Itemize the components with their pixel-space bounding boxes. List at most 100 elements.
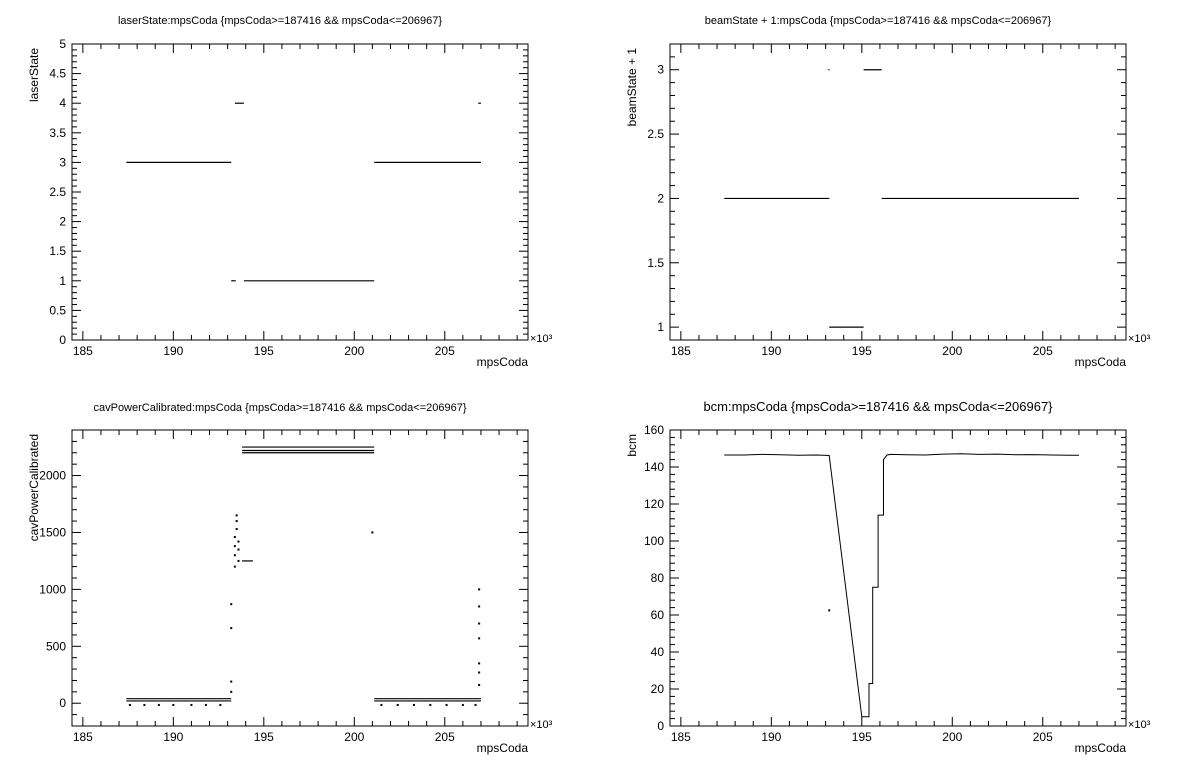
data-point — [233, 565, 236, 568]
x-axis-exponent: ×10³ — [1128, 333, 1151, 345]
data-point — [219, 703, 222, 706]
data-point — [445, 703, 448, 706]
y-tick-label: 80 — [651, 571, 665, 585]
data-point — [237, 540, 240, 543]
data-point — [233, 536, 236, 539]
x-tick-label: 185 — [671, 344, 691, 358]
data-point — [380, 703, 383, 706]
data-point — [235, 528, 238, 531]
data-point — [230, 680, 233, 683]
x-axis-exponent: ×10³ — [1128, 719, 1151, 731]
chart-panel-1: laserState:mpsCoda {mpsCoda>=187416 && m… — [27, 15, 553, 369]
x-axis-label: mpsCoda — [1075, 355, 1127, 369]
y-tick-label: 4 — [59, 96, 66, 110]
data-point — [478, 684, 481, 687]
plot-frame — [71, 429, 529, 727]
y-axis-label: bcm — [625, 434, 639, 457]
x-tick-label: 205 — [1033, 730, 1053, 744]
x-axis-exponent: ×10³ — [530, 333, 553, 345]
x-tick-label: 200 — [344, 344, 364, 358]
y-tick-label: 2 — [59, 215, 66, 229]
chart-panel-2: beamState + 1:mpsCoda {mpsCoda>=187416 &… — [625, 15, 1151, 369]
data-point — [235, 514, 238, 517]
data-point — [172, 703, 175, 706]
x-axis-label: mpsCoda — [477, 355, 529, 369]
x-tick-label: 190 — [163, 344, 183, 358]
y-tick-label: 120 — [644, 497, 664, 511]
y-tick-label: 1.5 — [647, 256, 664, 270]
y-tick-label: 3.5 — [49, 126, 66, 140]
data-point — [413, 703, 415, 706]
x-tick-label: 190 — [761, 344, 781, 358]
data-point — [235, 520, 238, 523]
y-tick-label: 20 — [651, 682, 665, 696]
data-point — [474, 703, 477, 706]
data-point — [371, 531, 374, 534]
data-point — [233, 554, 236, 557]
x-tick-label: 195 — [254, 344, 274, 358]
x-tick-label: 185 — [73, 344, 93, 358]
data-point — [157, 703, 160, 706]
data-point — [478, 622, 481, 625]
data-point — [478, 637, 481, 640]
y-axis-label: cavPowerCalibrated — [27, 434, 41, 541]
y-tick-label: 4.5 — [49, 67, 66, 81]
y-tick-label: 1 — [59, 274, 66, 288]
y-axis-label: laserState — [27, 48, 41, 102]
y-tick-label: 60 — [651, 608, 665, 622]
x-axis-label: mpsCoda — [477, 741, 529, 755]
y-tick-label: 2.5 — [49, 185, 66, 199]
y-tick-label: 1500 — [39, 525, 66, 539]
data-point — [190, 703, 193, 706]
data-point — [478, 662, 481, 665]
chart-title: laserState:mpsCoda {mpsCoda>=187416 && m… — [118, 15, 442, 27]
y-tick-label: 140 — [644, 460, 664, 474]
y-tick-label: 0 — [59, 333, 66, 347]
y-tick-label: 5 — [59, 37, 66, 51]
data-point — [237, 548, 240, 551]
chart-panel-4: bcm:mpsCoda {mpsCoda>=187416 && mpsCoda<… — [625, 399, 1151, 755]
plot-frame — [669, 43, 1127, 341]
y-tick-label: 500 — [46, 639, 66, 653]
y-tick-label: 2000 — [39, 469, 66, 483]
data-point — [478, 671, 481, 674]
data-point — [230, 690, 233, 693]
x-tick-label: 195 — [852, 344, 872, 358]
chart-title: beamState + 1:mpsCoda {mpsCoda>=187416 &… — [705, 15, 1052, 27]
x-tick-label: 195 — [254, 730, 274, 744]
x-tick-label: 205 — [435, 730, 455, 744]
y-tick-label: 1000 — [39, 582, 66, 596]
data-point — [204, 703, 207, 706]
data-point — [230, 627, 233, 630]
data-point — [828, 609, 831, 612]
y-tick-label: 0 — [657, 719, 664, 733]
chart-title: bcm:mpsCoda {mpsCoda>=187416 && mpsCoda<… — [703, 399, 1053, 414]
data-point — [237, 559, 240, 562]
y-tick-label: 0 — [59, 696, 66, 710]
x-tick-label: 185 — [73, 730, 93, 744]
series-line — [724, 453, 1079, 718]
x-tick-label: 200 — [942, 730, 962, 744]
y-tick-label: 100 — [644, 534, 664, 548]
data-point — [461, 703, 464, 706]
data-point — [233, 545, 236, 548]
data-point — [478, 588, 481, 591]
x-tick-label: 195 — [852, 730, 872, 744]
y-axis-label: beamState + 1 — [625, 48, 639, 127]
y-tick-label: 1.5 — [49, 244, 66, 258]
x-tick-label: 190 — [163, 730, 183, 744]
y-tick-label: 3 — [657, 63, 664, 77]
y-tick-label: 2 — [657, 191, 664, 205]
plot-frame — [669, 429, 1127, 727]
y-tick-label: 40 — [651, 645, 665, 659]
y-tick-label: 0.5 — [49, 303, 66, 317]
data-point — [429, 703, 432, 706]
y-tick-label: 3 — [59, 155, 66, 169]
x-tick-label: 200 — [344, 730, 364, 744]
y-tick-label: 2.5 — [647, 127, 664, 141]
data-point — [396, 703, 399, 706]
x-axis-label: mpsCoda — [1075, 741, 1127, 755]
x-tick-label: 190 — [761, 730, 781, 744]
